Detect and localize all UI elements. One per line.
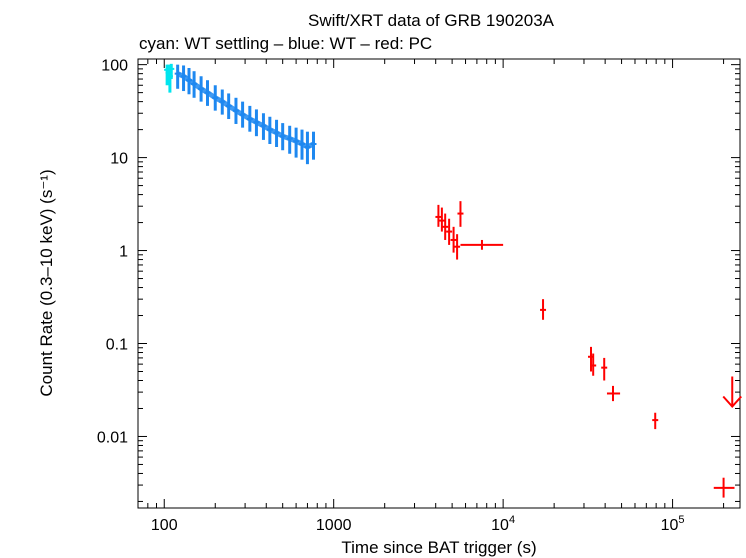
x-axis-label: Time since BAT trigger (s)	[341, 538, 536, 557]
x-tick-label: 104	[491, 514, 515, 534]
data-point	[438, 207, 445, 232]
data-point	[606, 385, 621, 402]
data-point	[310, 131, 317, 160]
data-marks	[164, 63, 742, 498]
data-point	[212, 85, 219, 111]
upper-limit-head	[722, 395, 742, 409]
chart-title: Swift/XRT data of GRB 190203A	[308, 11, 555, 30]
data-point	[652, 412, 659, 430]
series-band	[176, 71, 315, 150]
data-point	[232, 97, 239, 124]
data-point	[446, 218, 453, 245]
data-point	[713, 477, 735, 498]
x-tick-label: 105	[661, 514, 685, 534]
data-point	[204, 80, 211, 106]
data-point	[286, 125, 293, 154]
x-tick-label: 1000	[316, 517, 352, 534]
data-point	[293, 127, 300, 158]
data-point	[191, 71, 198, 98]
y-tick-label: 0.1	[106, 337, 128, 354]
chart-subtitle: cyan: WT settling – blue: WT – red: PC	[139, 34, 432, 53]
data-point	[225, 93, 232, 120]
data-point	[219, 89, 226, 115]
data-point	[180, 65, 187, 92]
y-tick-label: 0.01	[97, 429, 128, 446]
data-point	[253, 109, 260, 137]
data-point	[279, 123, 286, 151]
data-point	[266, 116, 273, 145]
series-0	[164, 63, 175, 93]
data-point	[435, 204, 442, 227]
data-point	[168, 63, 175, 80]
data-point	[186, 68, 193, 95]
data-point	[260, 113, 267, 140]
y-tick-label: 100	[101, 58, 128, 75]
data-point	[198, 76, 205, 102]
data-point	[460, 239, 504, 250]
data-point	[273, 119, 280, 148]
x-tick-label: 100	[151, 517, 178, 534]
y-tick-label: 10	[110, 151, 128, 168]
series-1	[174, 64, 317, 165]
data-point	[442, 213, 449, 240]
axis-ticks	[137, 59, 740, 508]
data-point	[457, 201, 464, 227]
axis-tick-labels: 100 1000 104 105 100 10 1 0.1 0.01	[97, 58, 685, 534]
data-point	[454, 234, 461, 260]
data-point	[450, 226, 457, 253]
y-axis-label: Count Rate (0.3–10 keV) (s⁻¹)	[37, 169, 56, 396]
data-point	[540, 299, 547, 320]
plot-frame	[137, 58, 741, 509]
data-point	[298, 129, 305, 160]
data-point	[246, 105, 253, 132]
data-point	[304, 131, 311, 165]
series-2	[435, 201, 735, 498]
y-tick-label: 1	[119, 244, 128, 261]
upper-limit-arrow	[722, 376, 742, 409]
data-point	[174, 64, 181, 89]
data-point	[590, 353, 597, 376]
data-point	[239, 101, 246, 128]
data-point	[601, 357, 608, 381]
